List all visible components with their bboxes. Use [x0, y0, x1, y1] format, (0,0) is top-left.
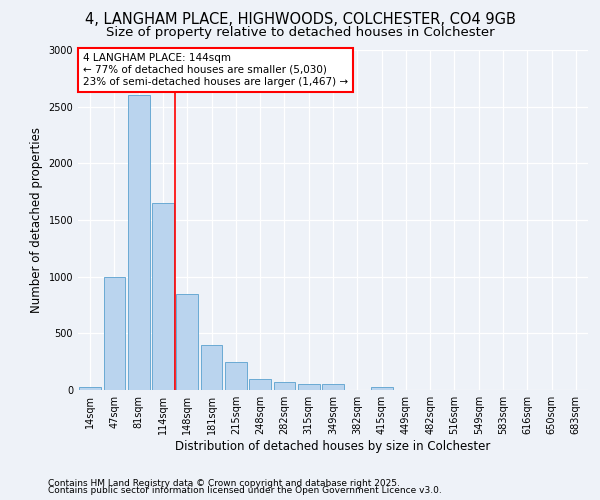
Text: Contains public sector information licensed under the Open Government Licence v3: Contains public sector information licen…	[48, 486, 442, 495]
Text: 4 LANGHAM PLACE: 144sqm
← 77% of detached houses are smaller (5,030)
23% of semi: 4 LANGHAM PLACE: 144sqm ← 77% of detache…	[83, 54, 348, 86]
Bar	[225, 362, 247, 390]
Bar	[322, 384, 344, 390]
Bar	[274, 382, 295, 390]
Bar	[152, 203, 174, 390]
Bar	[371, 386, 392, 390]
Bar	[79, 386, 101, 390]
Bar	[176, 294, 198, 390]
Bar	[128, 96, 149, 390]
X-axis label: Distribution of detached houses by size in Colchester: Distribution of detached houses by size …	[175, 440, 491, 453]
Bar	[298, 384, 320, 390]
Text: Size of property relative to detached houses in Colchester: Size of property relative to detached ho…	[106, 26, 494, 39]
Text: Contains HM Land Registry data © Crown copyright and database right 2025.: Contains HM Land Registry data © Crown c…	[48, 478, 400, 488]
Bar	[249, 378, 271, 390]
Y-axis label: Number of detached properties: Number of detached properties	[30, 127, 43, 313]
Bar	[200, 344, 223, 390]
Bar	[104, 276, 125, 390]
Text: 4, LANGHAM PLACE, HIGHWOODS, COLCHESTER, CO4 9GB: 4, LANGHAM PLACE, HIGHWOODS, COLCHESTER,…	[85, 12, 515, 28]
